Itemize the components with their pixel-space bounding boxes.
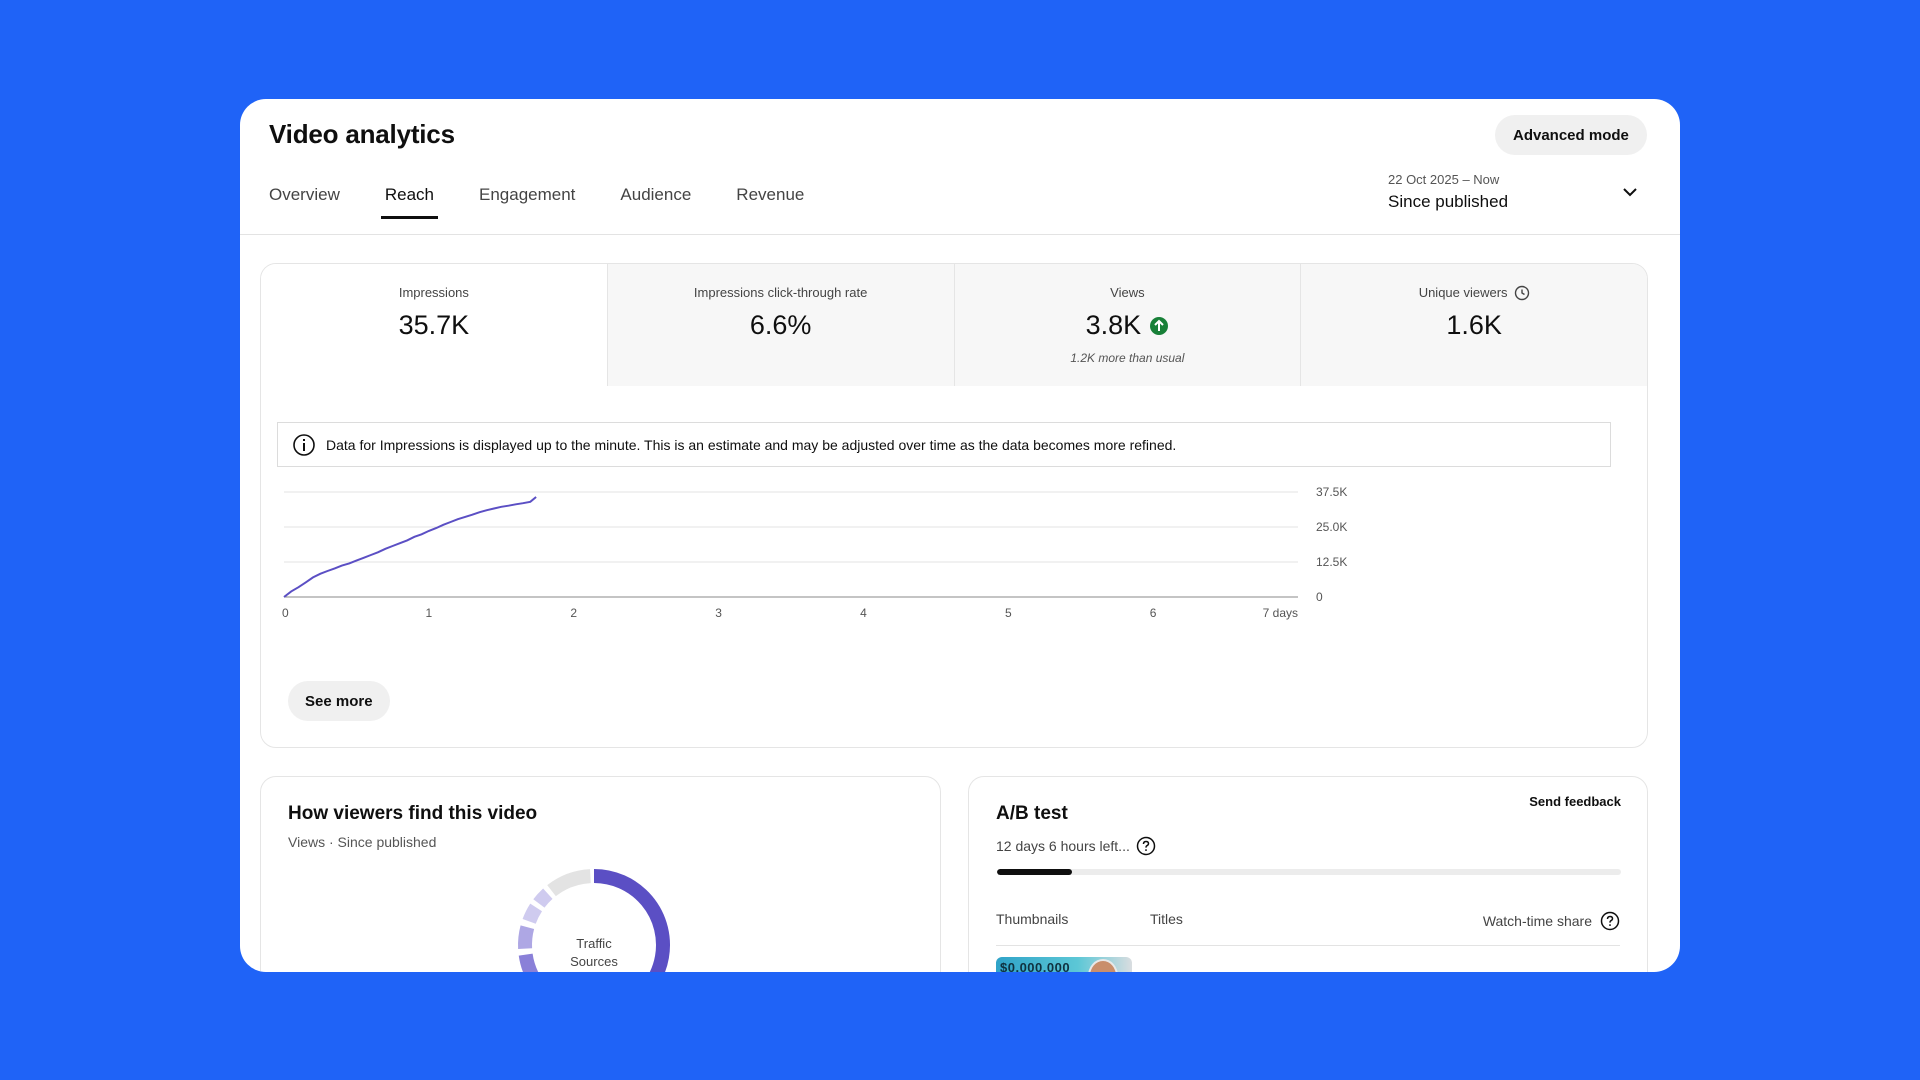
date-range-picker[interactable]: 22 Oct 2025 – Now Since published <box>1388 172 1648 222</box>
time-left-text: 12 days 6 hours left... <box>996 838 1130 854</box>
page-title: Video analytics <box>269 119 455 149</box>
donut-segment[interactable] <box>518 925 535 949</box>
thumbnail-variant[interactable]: $0,000,000 <box>996 957 1132 972</box>
tab-audience[interactable]: Audience <box>620 185 692 204</box>
date-range-text: 22 Oct 2025 – Now <box>1388 172 1500 187</box>
donut-segment[interactable] <box>570 869 670 972</box>
tab-revenue[interactable]: Revenue <box>736 185 805 204</box>
metric-label: Unique viewers <box>1418 285 1508 300</box>
x-tick-label: 6 <box>1150 606 1157 620</box>
x-tick-label: 1 <box>426 606 433 620</box>
col-titles: Titles <box>1150 911 1183 927</box>
traffic-sources-card: How viewers find this video Views · Sinc… <box>260 776 941 972</box>
donut-label-line1: Traffic <box>576 936 612 951</box>
col-watch-time-share: Watch-time share <box>1483 911 1620 931</box>
tab-bar: Overview Reach Engagement Audience Reven… <box>269 185 849 219</box>
donut-segment[interactable] <box>547 869 592 897</box>
donut-label-line2: Sources <box>570 954 618 969</box>
help-icon[interactable] <box>1600 911 1620 931</box>
col-watch-time-share-label: Watch-time share <box>1482 913 1592 929</box>
x-tick-label: 2 <box>570 606 577 620</box>
x-tick-label: 3 <box>715 606 722 620</box>
metric-value: 1.6K <box>1446 310 1502 340</box>
col-thumbnails: Thumbnails <box>996 911 1069 927</box>
info-banner-text: Data for Impressions is displayed up to … <box>326 436 1177 453</box>
tab-reach[interactable]: Reach <box>380 185 439 219</box>
metric-views[interactable]: Views 3.8K 1.2K more than usual <box>953 264 1301 386</box>
impressions-series-line <box>283 496 537 598</box>
donut-segment[interactable] <box>522 903 543 924</box>
metric-value: 6.6% <box>749 310 812 340</box>
metric-cards: Impressions 35.7K Impressions click-thro… <box>261 264 1647 386</box>
donut-segment[interactable] <box>533 888 553 908</box>
tab-engagement[interactable]: Engagement <box>479 185 576 204</box>
metric-label: Views <box>1110 285 1145 300</box>
x-tick-label: 4 <box>860 606 867 620</box>
metric-label: Impressions click-through rate <box>693 285 868 300</box>
thumbnail-face-image <box>1088 959 1118 972</box>
tabs-divider <box>240 234 1680 235</box>
ab-test-divider <box>996 945 1620 946</box>
ab-test-card: A/B test Send feedback 12 days 6 hours l… <box>968 776 1648 972</box>
metric-value: 35.7K <box>398 310 470 340</box>
ab-test-progress-fill <box>997 869 1072 875</box>
tab-overview[interactable]: Overview <box>269 185 340 204</box>
arrow-up-circle-icon <box>1150 316 1169 335</box>
x-tick-label: 7 days <box>1263 606 1298 620</box>
send-feedback-link[interactable]: Send feedback <box>1529 794 1621 809</box>
analytics-card: Video analytics Advanced mode Overview R… <box>240 99 1680 972</box>
metric-impressions[interactable]: Impressions 35.7K <box>261 264 607 386</box>
ab-test-title: A/B test <box>996 803 1068 824</box>
y-tick-label: 25.0K <box>1316 520 1347 534</box>
clock-icon <box>1514 285 1529 300</box>
ab-test-time-left: 12 days 6 hours left... <box>996 836 1156 856</box>
metric-value: 3.8K <box>1085 310 1142 340</box>
ab-test-progress-bar <box>997 869 1621 875</box>
traffic-subtitle: Views · Since published <box>288 834 437 850</box>
chevron-down-icon <box>1623 188 1637 197</box>
reach-panel: Impressions 35.7K Impressions click-thro… <box>260 263 1648 748</box>
x-tick-label: 5 <box>1005 606 1012 620</box>
metric-ctr[interactable]: Impressions click-through rate 6.6% <box>606 264 954 386</box>
thumbnail-text: $0,000,000 <box>1000 960 1071 972</box>
advanced-mode-button[interactable]: Advanced mode <box>1495 115 1647 155</box>
donut-center-label: Traffic Sources <box>554 935 634 971</box>
info-banner: Data for Impressions is displayed up to … <box>277 422 1611 467</box>
metric-note: 1.2K more than usual <box>1070 351 1185 365</box>
traffic-title: How viewers find this video <box>288 803 538 824</box>
metric-label: Impressions <box>398 285 469 300</box>
date-range-label: Since published <box>1388 192 1509 211</box>
impressions-chart: 0 12.5K 25.0K 37.5K 0 1 2 3 4 5 6 7 days <box>282 485 1347 620</box>
y-tick-label: 12.5K <box>1316 555 1347 569</box>
traffic-sources-donut[interactable] <box>516 867 672 972</box>
help-icon[interactable] <box>1136 836 1156 856</box>
y-tick-label: 0 <box>1316 590 1323 604</box>
metric-unique-viewers[interactable]: Unique viewers 1.6K <box>1300 264 1647 386</box>
donut-segment[interactable] <box>518 953 539 972</box>
see-more-button[interactable]: See more <box>288 681 390 721</box>
x-tick-label: 0 <box>282 606 289 620</box>
y-tick-label: 37.5K <box>1316 485 1347 499</box>
info-icon <box>293 433 315 456</box>
